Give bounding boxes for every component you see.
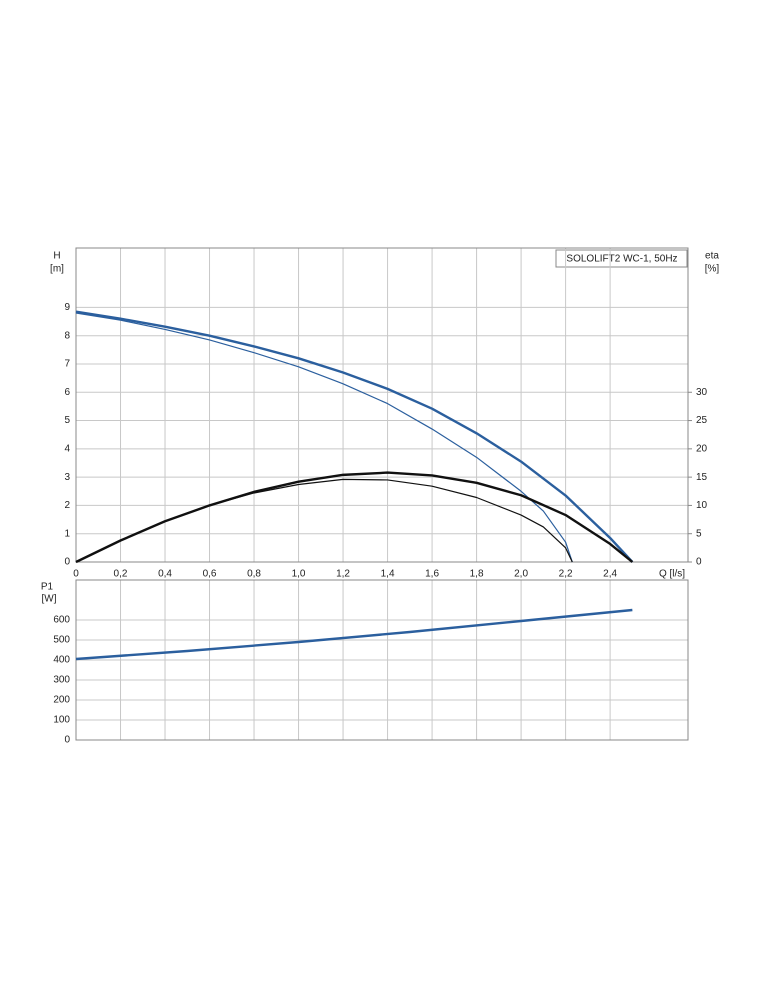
x-tick-label: 2,4	[603, 569, 617, 580]
plot-frame	[75, 579, 689, 741]
y-tick-label: 2	[64, 500, 70, 511]
y2-tick-label: 10	[696, 500, 708, 511]
y-axis-label: P1	[41, 582, 54, 593]
y-tick-label: 500	[53, 635, 70, 646]
x-tick-label: 2,0	[514, 569, 528, 580]
curve	[75, 478, 573, 563]
x-tick-label: 0,8	[247, 569, 261, 580]
y2-axis-unit: [%]	[705, 264, 720, 275]
y2-tick-label: 30	[696, 387, 708, 398]
y-tick-label: 400	[53, 655, 70, 666]
y-axis-unit: [W]	[42, 594, 57, 605]
y2-tick-label: 25	[696, 415, 708, 426]
y-tick-label: 8	[64, 330, 70, 341]
y-axis-label: H	[53, 251, 60, 262]
y2-tick-label: 20	[696, 443, 708, 454]
y2-tick-label: 5	[696, 528, 702, 539]
y-tick-label: 0	[64, 557, 70, 568]
curve	[75, 310, 634, 563]
y2-tick-label: 0	[696, 557, 702, 568]
x-tick-label: 1,8	[470, 569, 484, 580]
y-tick-label: 9	[64, 302, 70, 313]
x-tick-label: 0,2	[114, 569, 128, 580]
plot-frame	[75, 247, 689, 563]
y-tick-label: 3	[64, 472, 70, 483]
y-tick-label: 4	[64, 443, 70, 454]
y-tick-label: 7	[64, 359, 70, 370]
x-tick-label: 0,6	[203, 569, 217, 580]
x-tick-label: 1,4	[381, 569, 395, 580]
x-tick-label: 1,2	[336, 569, 350, 580]
curve	[75, 312, 573, 563]
y-tick-label: 5	[64, 415, 70, 426]
y-tick-label: 1	[64, 528, 70, 539]
x-tick-label: 0,4	[158, 569, 172, 580]
x-tick-label: 2,2	[559, 569, 573, 580]
x-tick-label: 1,0	[292, 569, 306, 580]
x-tick-label: 0	[73, 569, 79, 580]
y2-axis-label: eta	[705, 251, 719, 262]
x-axis-label: Q [l/s]	[659, 569, 685, 580]
y-tick-label: 0	[64, 735, 70, 746]
y-tick-label: 600	[53, 615, 70, 626]
y-axis-unit: [m]	[50, 264, 64, 275]
y-tick-label: 300	[53, 675, 70, 686]
chart-title: SOLOLIFT2 WC-1, 50Hz	[566, 254, 677, 265]
y-tick-label: 6	[64, 387, 70, 398]
curve	[75, 608, 633, 661]
y-tick-label: 100	[53, 715, 70, 726]
y-tick-label: 200	[53, 695, 70, 706]
title-box	[555, 249, 688, 268]
y2-tick-label: 15	[696, 472, 708, 483]
x-tick-label: 1,6	[425, 569, 439, 580]
